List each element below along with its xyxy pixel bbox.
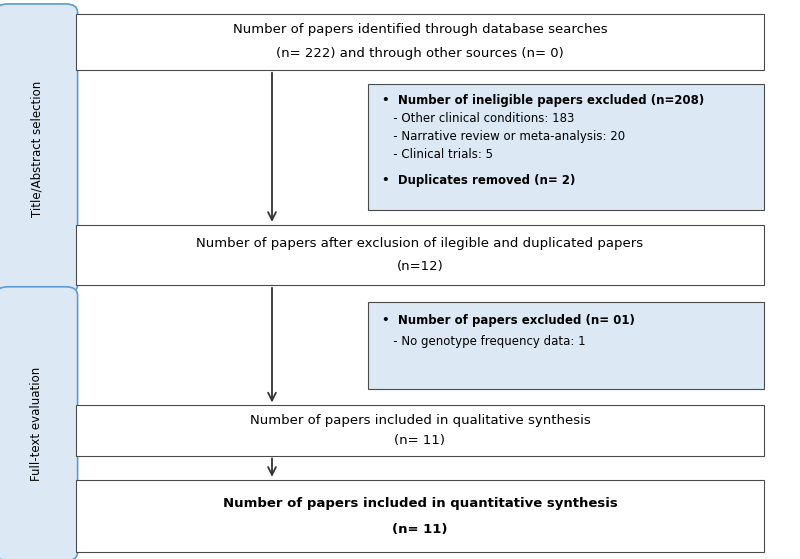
Text: (n= 222) and through other sources (n= 0): (n= 222) and through other sources (n= 0… xyxy=(276,46,564,60)
FancyBboxPatch shape xyxy=(368,302,764,389)
Text: - No genotype frequency data: 1: - No genotype frequency data: 1 xyxy=(382,335,586,348)
Text: Number of papers identified through database searches: Number of papers identified through data… xyxy=(233,23,607,36)
Text: (n=12): (n=12) xyxy=(397,259,443,273)
FancyBboxPatch shape xyxy=(76,480,764,552)
FancyBboxPatch shape xyxy=(76,14,764,70)
FancyBboxPatch shape xyxy=(76,405,764,456)
Text: •  Number of ineligible papers excluded (n=208): • Number of ineligible papers excluded (… xyxy=(382,94,705,107)
Text: Number of papers included in quantitative synthesis: Number of papers included in quantitativ… xyxy=(222,497,618,510)
Text: - Other clinical conditions: 183: - Other clinical conditions: 183 xyxy=(382,112,574,125)
Text: •  Duplicates removed (n= 2): • Duplicates removed (n= 2) xyxy=(382,174,576,187)
FancyBboxPatch shape xyxy=(76,225,764,285)
Text: Number of papers included in qualitative synthesis: Number of papers included in qualitative… xyxy=(250,414,590,427)
Text: (n= 11): (n= 11) xyxy=(392,523,448,536)
FancyBboxPatch shape xyxy=(0,4,78,293)
Text: (n= 11): (n= 11) xyxy=(394,434,446,447)
Text: Full-text evaluation: Full-text evaluation xyxy=(30,367,43,481)
Text: - Clinical trials: 5: - Clinical trials: 5 xyxy=(382,148,494,160)
Text: Title/Abstract selection: Title/Abstract selection xyxy=(30,80,43,217)
Text: Number of papers after exclusion of ilegible and duplicated papers: Number of papers after exclusion of ileg… xyxy=(197,237,643,250)
Text: •  Number of papers excluded (n= 01): • Number of papers excluded (n= 01) xyxy=(382,314,635,327)
FancyBboxPatch shape xyxy=(368,84,764,210)
FancyBboxPatch shape xyxy=(0,287,78,559)
Text: - Narrative review or meta-analysis: 20: - Narrative review or meta-analysis: 20 xyxy=(382,130,626,143)
